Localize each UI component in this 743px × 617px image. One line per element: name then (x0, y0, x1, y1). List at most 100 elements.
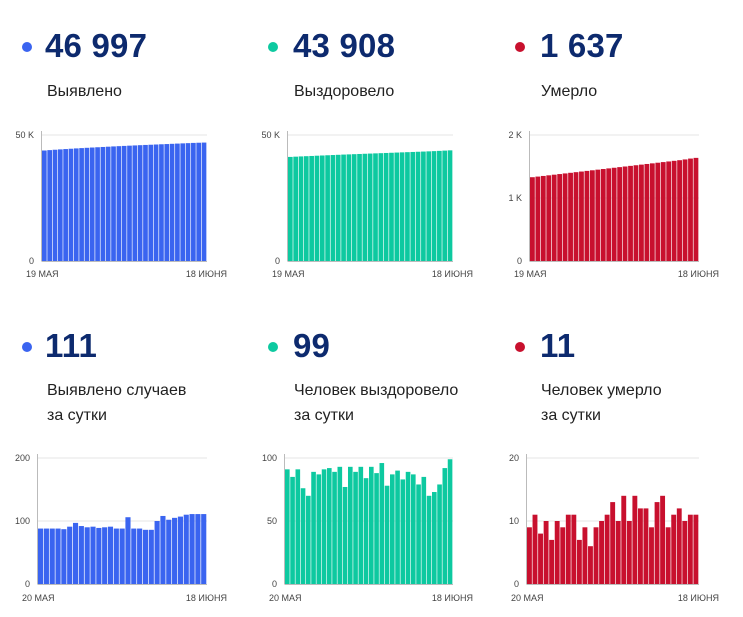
red-dot-icon (515, 342, 525, 352)
x-start-label: 19 МАЯ (272, 269, 305, 279)
bar (615, 521, 621, 584)
bar (576, 539, 582, 584)
bar (363, 478, 369, 584)
green-dot-icon (268, 42, 278, 52)
x-start-label: 19 МАЯ (26, 269, 59, 279)
bar (351, 154, 357, 261)
bar (384, 485, 390, 584)
bar (671, 514, 677, 584)
bar (90, 526, 96, 584)
bar (348, 466, 353, 584)
bar (593, 527, 599, 584)
bar (557, 174, 563, 261)
bar (682, 159, 688, 261)
y-tick-label: 0 (29, 256, 34, 266)
bar (293, 156, 298, 261)
deaths-daily-label: Человек умерло за сутки (541, 382, 662, 424)
bar (628, 165, 633, 261)
bar (676, 508, 682, 584)
bar (314, 155, 320, 261)
bar (185, 143, 191, 261)
bar (677, 160, 682, 261)
bar (321, 469, 327, 584)
detected-total-value: 46 997 (45, 27, 148, 64)
bar (148, 529, 154, 584)
bar (600, 169, 606, 261)
bar (295, 469, 301, 584)
bar (362, 153, 368, 261)
bar (119, 528, 125, 584)
bar (290, 476, 295, 584)
y-tick-label: 50 K (15, 130, 34, 140)
bar (588, 546, 593, 584)
recovered-total-label: Выздоровело (294, 83, 395, 100)
bar (660, 162, 666, 261)
detected-daily-chart: 0 100 200 20 МАЯ 18 ИЮНЯ (15, 453, 227, 603)
bar (538, 533, 543, 584)
bar (346, 154, 352, 261)
bar (303, 156, 309, 261)
bar (160, 515, 166, 584)
bar (180, 143, 186, 261)
bar (137, 145, 143, 261)
y-tick-label: 0 (275, 256, 280, 266)
bar (95, 147, 100, 261)
bar (621, 495, 627, 584)
y-tick-label: 100 (262, 453, 277, 463)
x-end-label: 18 ИЮНЯ (678, 593, 719, 603)
bar (49, 528, 55, 584)
bar (405, 471, 411, 584)
panel-recovered-total: 43 908 Выздоровело 0 50 K 19 МАЯ 18 ИЮНЯ (246, 0, 486, 300)
bar (337, 466, 343, 584)
bar (195, 514, 201, 584)
bar (142, 529, 149, 584)
bar (102, 527, 108, 584)
bar (639, 164, 644, 261)
bar (671, 160, 677, 261)
panel-detected-total: 46 997 Выявлено 0 50 K 19 МАЯ 18 ИЮНЯ (0, 0, 240, 300)
detected-total-label: Выявлено (47, 83, 122, 100)
bar (369, 466, 374, 584)
bar (132, 145, 138, 261)
bar (632, 495, 638, 584)
panel-deaths-total: 1 637 Умерло 0 1 K 2 K 19 МАЯ 18 ИЮНЯ (492, 0, 732, 300)
bar (582, 527, 588, 584)
bar (111, 146, 116, 261)
bar (432, 492, 437, 584)
bar (330, 155, 336, 261)
recovered-daily-label: Человек выздоровело за сутки (294, 382, 459, 424)
deaths-total-label: Умерло (541, 83, 598, 100)
bar (617, 167, 623, 261)
bar (447, 150, 453, 261)
bar (595, 169, 601, 261)
x-end-label: 18 ИЮНЯ (432, 269, 473, 279)
bar (551, 174, 557, 261)
y-tick-label: 100 (15, 516, 30, 526)
bar (89, 147, 95, 261)
bar (373, 153, 378, 261)
bar (378, 153, 384, 261)
bar (79, 148, 84, 261)
bar (400, 479, 406, 584)
bar (131, 528, 137, 584)
detected-total-chart: 0 50 K 19 МАЯ 18 ИЮНЯ (15, 130, 227, 279)
bar (437, 150, 442, 261)
bar (78, 526, 84, 584)
bar (311, 471, 316, 584)
bar (599, 521, 605, 584)
bar (604, 514, 610, 584)
bar (579, 171, 584, 261)
bar (43, 528, 49, 584)
bar (316, 474, 322, 584)
bar (342, 486, 348, 584)
bar (367, 153, 373, 261)
bar (68, 148, 74, 261)
bar (649, 163, 655, 261)
y-tick-label: 0 (517, 256, 522, 266)
bar (562, 173, 568, 261)
bar (546, 175, 552, 261)
bar (426, 151, 432, 261)
bar (687, 514, 693, 584)
bar (421, 476, 427, 584)
bar (121, 145, 127, 261)
